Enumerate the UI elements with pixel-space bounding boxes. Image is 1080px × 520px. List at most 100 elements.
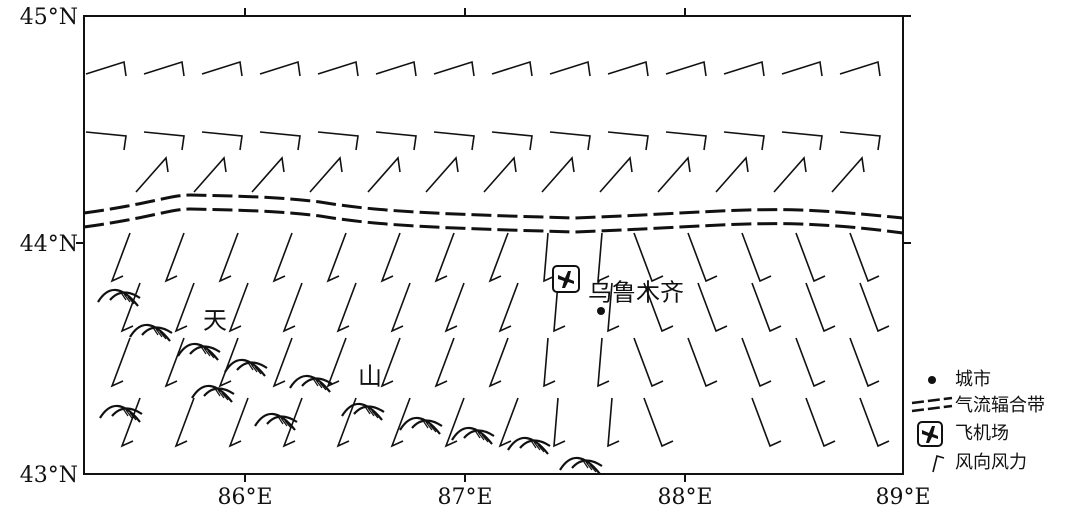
mountain-hatch	[163, 334, 171, 342]
mountain-hatch	[203, 347, 211, 357]
wind-barb	[607, 131, 649, 151]
mountain-hatch	[421, 418, 429, 429]
mountain-ridge	[507, 436, 549, 455]
wind-barb	[741, 232, 772, 283]
wind-barb	[120, 397, 141, 448]
wind-barb	[317, 131, 359, 151]
wind-barb	[849, 232, 880, 283]
mountain-hatch	[425, 421, 433, 431]
wind-barb	[498, 397, 519, 448]
wind-barb	[549, 131, 591, 151]
mountain-ridge	[224, 358, 266, 377]
wind-barb	[282, 397, 303, 448]
mountain-hatch	[371, 410, 379, 419]
wind-barb	[597, 232, 610, 283]
mountain-ridge	[236, 361, 268, 371]
mountain-hatch	[585, 461, 593, 471]
mountain-ridge	[289, 374, 331, 393]
wind-barb	[201, 60, 243, 77]
wind-barb	[85, 131, 127, 151]
wind-barb	[491, 60, 533, 77]
wind-barb	[433, 60, 475, 77]
wind-barb	[723, 131, 765, 151]
mountain-hatch	[125, 409, 133, 419]
mountain-hatch	[433, 427, 441, 435]
mountain-ridge	[451, 426, 493, 445]
mountain-hatch	[213, 386, 221, 397]
wind-barb	[781, 131, 823, 151]
mountain-hatch	[529, 438, 537, 449]
mountain-hatch	[151, 325, 159, 336]
wind-barb	[633, 337, 664, 388]
wind-barb	[859, 397, 890, 448]
wind-barb	[272, 337, 293, 388]
wind-barb	[282, 282, 303, 333]
wind-barb	[425, 156, 459, 193]
mountain-hatch	[589, 464, 597, 473]
mountain-ridge	[519, 439, 551, 449]
wind-barb	[687, 337, 718, 388]
mountain-hatch	[129, 412, 137, 421]
frame-ticks	[76, 8, 911, 482]
wind-barb	[687, 232, 718, 283]
mountain-hatch	[477, 431, 485, 441]
mountain-ridge	[203, 387, 235, 397]
wind-barb	[390, 397, 411, 448]
mountain-hatch	[541, 447, 549, 455]
wind-barb	[831, 156, 865, 193]
wind-barb	[174, 282, 195, 333]
mountain-hatch	[481, 434, 489, 443]
wind-barb	[336, 397, 357, 448]
wind-barb	[434, 232, 455, 283]
convergence-line	[83, 193, 904, 220]
wind-barb	[795, 337, 826, 388]
wind-barb	[553, 397, 566, 448]
mountain-ridge	[301, 377, 333, 387]
lon-label: 86°E	[217, 485, 272, 510]
mountain-ridge	[463, 429, 495, 439]
mountain-ridge	[141, 326, 173, 336]
lon-label: 87°E	[437, 485, 492, 510]
wind-barb	[553, 282, 566, 333]
wind-barb	[781, 60, 823, 77]
mountain-hatch	[288, 423, 296, 431]
wind-barb	[317, 60, 359, 77]
wind-barb	[665, 131, 707, 151]
wind-barb	[336, 282, 357, 333]
lon-label: 89°E	[875, 485, 930, 510]
lat-label: 43°N	[20, 463, 78, 488]
wind-barb	[143, 60, 185, 77]
mountain-hatch	[375, 413, 383, 421]
mountain-hatch	[429, 424, 437, 433]
mountain-hatch	[254, 366, 262, 375]
mountain-hatch	[250, 363, 258, 373]
mountain-ridge	[254, 412, 296, 431]
legend-airport	[917, 421, 943, 447]
wind-barb	[607, 397, 620, 448]
mountain-hatch	[533, 441, 541, 451]
wind-barb	[751, 282, 782, 333]
mountain-hatch	[537, 444, 545, 453]
mountain-hatch	[159, 331, 167, 340]
mountain	[224, 358, 268, 377]
mountain-hatch	[284, 420, 292, 429]
mountain	[177, 342, 221, 361]
mountain-hatch	[246, 360, 254, 371]
wind-barb	[110, 337, 131, 388]
wind-barb	[110, 232, 131, 283]
mountain-hatch	[485, 437, 493, 445]
wind-barb	[228, 282, 249, 333]
mountain-hatch	[217, 389, 225, 399]
mountain	[99, 404, 143, 423]
mountain-hatch	[133, 415, 141, 423]
wind-barb	[201, 131, 243, 151]
mountain-hatch	[121, 406, 129, 417]
wind-barb	[272, 232, 293, 283]
mountain-ridge	[191, 384, 233, 403]
mountain-hatch	[155, 328, 163, 338]
wind-barb	[375, 60, 417, 77]
mountain-ridge	[411, 419, 443, 429]
mountain-hatch	[199, 344, 207, 355]
wind-barb	[488, 337, 509, 388]
wind-barb	[697, 282, 728, 333]
